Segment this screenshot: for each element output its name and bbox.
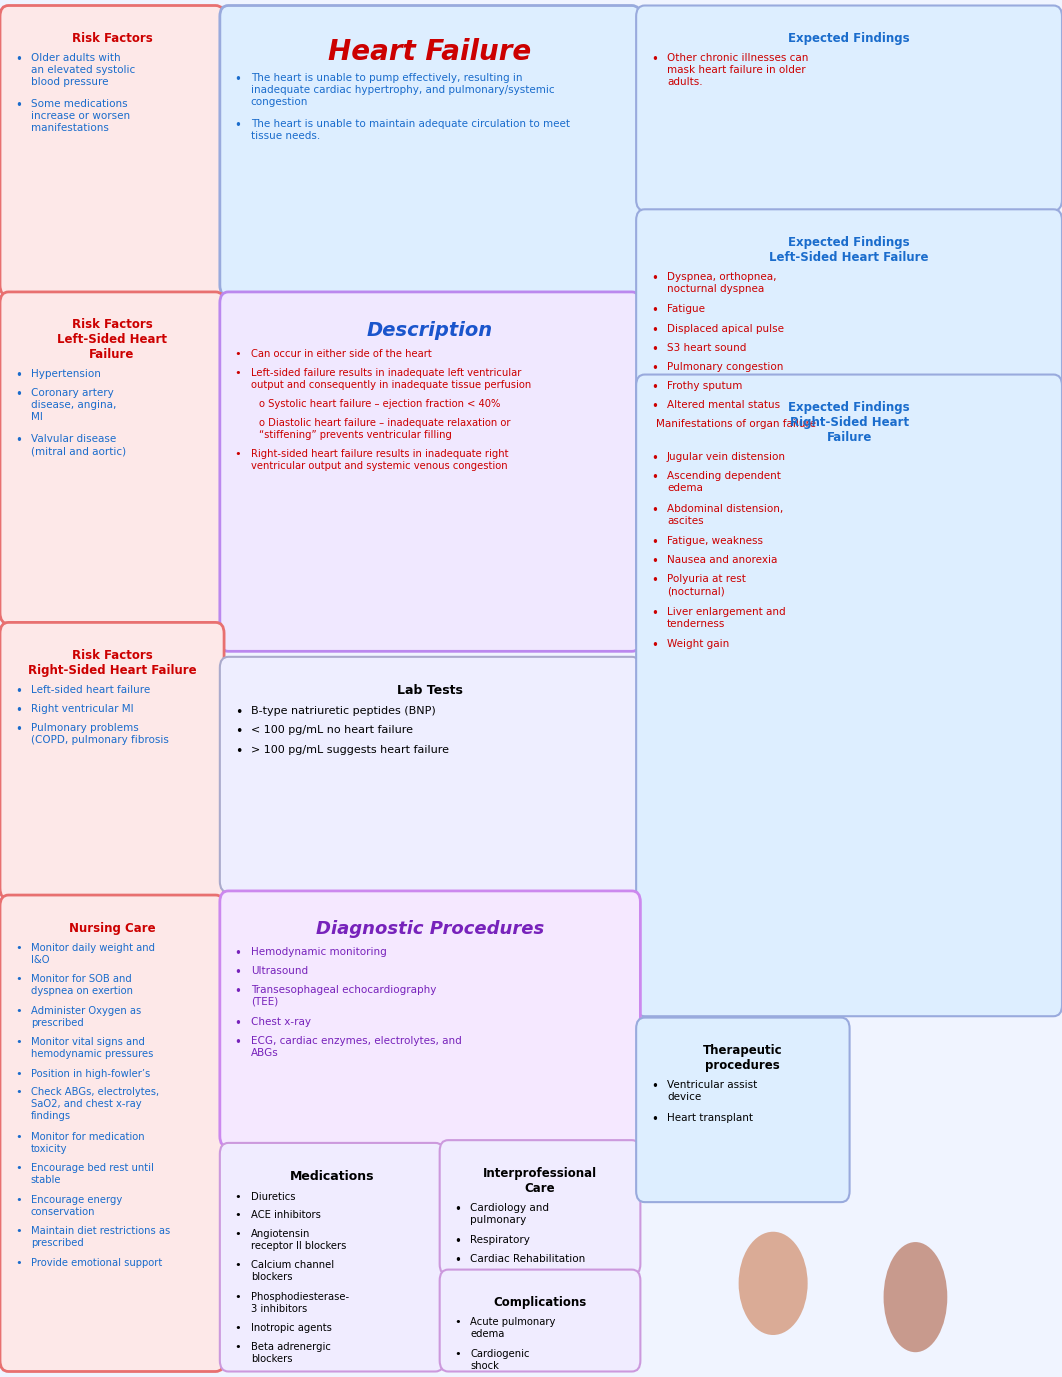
- Text: •: •: [651, 1080, 657, 1093]
- Text: Monitor vital signs and
hemodynamic pressures: Monitor vital signs and hemodynamic pres…: [31, 1037, 153, 1059]
- Text: Cardiology and
pulmonary: Cardiology and pulmonary: [470, 1202, 549, 1224]
- Text: •: •: [235, 1292, 241, 1301]
- Text: •: •: [235, 1037, 241, 1049]
- Text: Cardiac Rehabilitation: Cardiac Rehabilitation: [470, 1254, 586, 1264]
- Text: •: •: [15, 1005, 21, 1016]
- Text: o Diastolic heart failure – inadequate relaxation or
“stiffening” prevents ventr: o Diastolic heart failure – inadequate r…: [259, 417, 511, 439]
- Text: Risk Factors
Right-Sided Heart Failure: Risk Factors Right-Sided Heart Failure: [28, 649, 196, 677]
- Text: Left-sided heart failure: Left-sided heart failure: [31, 684, 150, 695]
- Text: •: •: [651, 471, 657, 483]
- Text: Abdominal distension,
ascites: Abdominal distension, ascites: [667, 504, 783, 526]
- Text: Altered mental status: Altered mental status: [667, 399, 781, 410]
- Text: Inotropic agents: Inotropic agents: [251, 1323, 331, 1333]
- Text: •: •: [455, 1235, 461, 1249]
- Text: Encourage energy
conservation: Encourage energy conservation: [31, 1195, 122, 1217]
- Text: Hemodynamic monitoring: Hemodynamic monitoring: [251, 946, 387, 957]
- Text: Encourage bed rest until
stable: Encourage bed rest until stable: [31, 1164, 154, 1186]
- Text: •: •: [15, 54, 21, 66]
- Text: •: •: [235, 985, 241, 997]
- Text: The heart is unable to maintain adequate circulation to meet
tissue needs.: The heart is unable to maintain adequate…: [251, 120, 569, 142]
- Text: Ventricular assist
device: Ventricular assist device: [667, 1080, 757, 1102]
- Text: •: •: [15, 1259, 21, 1268]
- Text: •: •: [651, 607, 657, 620]
- Text: •: •: [15, 975, 21, 985]
- Text: •: •: [235, 1228, 241, 1238]
- Text: •: •: [235, 449, 241, 460]
- Text: •: •: [651, 324, 657, 336]
- Text: Complications: Complications: [494, 1296, 586, 1310]
- Text: Hypertension: Hypertension: [31, 369, 101, 379]
- Text: Left-sided failure results in inadequate left ventricular
output and consequentl: Left-sided failure results in inadequate…: [251, 368, 531, 390]
- Text: •: •: [651, 380, 657, 394]
- Text: •: •: [235, 73, 241, 87]
- Text: •: •: [455, 1318, 461, 1327]
- Text: •: •: [15, 434, 21, 448]
- Text: B-type natriuretic peptides (BNP): B-type natriuretic peptides (BNP): [251, 705, 435, 716]
- FancyBboxPatch shape: [220, 657, 640, 892]
- Text: Polyuria at rest
(nocturnal): Polyuria at rest (nocturnal): [667, 574, 746, 596]
- Text: Jugular vein distension: Jugular vein distension: [667, 452, 786, 461]
- FancyBboxPatch shape: [220, 891, 640, 1147]
- Text: •: •: [15, 704, 21, 717]
- Text: Interprofessional
Care: Interprofessional Care: [483, 1166, 597, 1195]
- Text: •: •: [15, 723, 21, 737]
- Text: Phosphodiesterase-
3 inhibitors: Phosphodiesterase- 3 inhibitors: [251, 1292, 348, 1314]
- Text: Manifestations of organ failure: Manifestations of organ failure: [656, 419, 817, 428]
- Text: Right-sided heart failure results in inadequate right
ventricular output and sys: Right-sided heart failure results in ina…: [251, 449, 508, 471]
- Text: Expected Findings: Expected Findings: [788, 32, 910, 45]
- Text: Other chronic illnesses can
mask heart failure in older
adults.: Other chronic illnesses can mask heart f…: [667, 54, 808, 87]
- Ellipse shape: [739, 1231, 807, 1336]
- Text: Monitor for medication
toxicity: Monitor for medication toxicity: [31, 1132, 144, 1154]
- Text: Diagnostic Procedures: Diagnostic Procedures: [316, 920, 544, 938]
- Text: Diuretics: Diuretics: [251, 1191, 295, 1202]
- FancyBboxPatch shape: [636, 375, 1062, 1016]
- Text: •: •: [651, 1113, 657, 1126]
- FancyBboxPatch shape: [440, 1140, 640, 1275]
- Text: •: •: [235, 745, 242, 759]
- Text: •: •: [651, 639, 657, 653]
- Text: •: •: [651, 399, 657, 413]
- Text: Angiotensin
receptor II blockers: Angiotensin receptor II blockers: [251, 1228, 346, 1250]
- Text: •: •: [235, 120, 241, 132]
- Ellipse shape: [884, 1242, 947, 1352]
- Text: Nursing Care: Nursing Care: [69, 921, 155, 935]
- Text: Coronary artery
disease, angina,
MI: Coronary artery disease, angina, MI: [31, 388, 116, 423]
- Text: •: •: [235, 1210, 241, 1220]
- FancyBboxPatch shape: [636, 209, 1062, 651]
- Text: Valvular disease
(mitral and aortic): Valvular disease (mitral and aortic): [31, 434, 126, 456]
- Text: Administer Oxygen as
prescribed: Administer Oxygen as prescribed: [31, 1005, 141, 1027]
- Text: Provide emotional support: Provide emotional support: [31, 1259, 162, 1268]
- Text: < 100 pg/mL no heart failure: < 100 pg/mL no heart failure: [251, 726, 413, 735]
- Text: •: •: [15, 1088, 21, 1097]
- Text: Ascending dependent
edema: Ascending dependent edema: [667, 471, 781, 493]
- Text: •: •: [235, 350, 241, 359]
- Text: •: •: [15, 388, 21, 401]
- Text: •: •: [15, 943, 21, 953]
- Text: Beta adrenergic
blockers: Beta adrenergic blockers: [251, 1341, 330, 1363]
- Text: •: •: [235, 946, 241, 960]
- Text: Right ventricular MI: Right ventricular MI: [31, 704, 134, 715]
- Text: •: •: [651, 362, 657, 375]
- Text: Risk Factors
Left-Sided Heart
Failure: Risk Factors Left-Sided Heart Failure: [57, 318, 167, 361]
- Text: •: •: [651, 271, 657, 285]
- Text: •: •: [455, 1254, 461, 1267]
- Text: Monitor daily weight and
I&O: Monitor daily weight and I&O: [31, 943, 155, 965]
- FancyBboxPatch shape: [0, 6, 224, 296]
- Text: •: •: [15, 1227, 21, 1237]
- Text: •: •: [235, 1341, 241, 1352]
- Text: Heart transplant: Heart transplant: [667, 1113, 753, 1122]
- Text: Some medications
increase or worsen
manifestations: Some medications increase or worsen mani…: [31, 99, 130, 134]
- FancyBboxPatch shape: [0, 622, 224, 899]
- Text: •: •: [15, 1037, 21, 1048]
- Text: Heart Failure: Heart Failure: [328, 39, 532, 66]
- Text: •: •: [235, 1323, 241, 1333]
- Text: Cardiogenic
shock: Cardiogenic shock: [470, 1349, 530, 1371]
- Text: •: •: [235, 705, 242, 719]
- Text: •: •: [15, 684, 21, 698]
- Text: •: •: [15, 1164, 21, 1173]
- Text: •: •: [235, 965, 241, 979]
- Text: ACE inhibitors: ACE inhibitors: [251, 1210, 321, 1220]
- Text: Pulmonary congestion: Pulmonary congestion: [667, 362, 784, 372]
- Text: •: •: [235, 1191, 241, 1202]
